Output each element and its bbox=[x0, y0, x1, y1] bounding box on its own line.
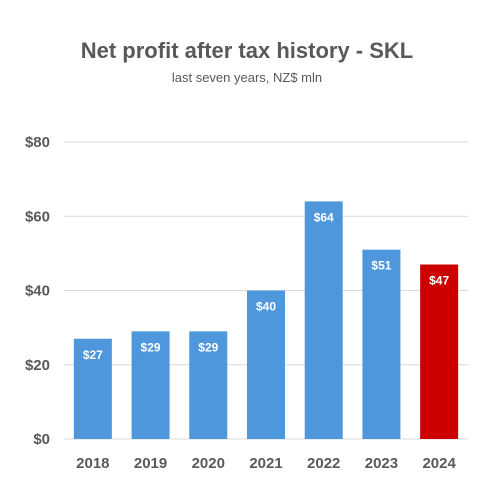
data-label: $40 bbox=[256, 300, 276, 314]
data-label: $51 bbox=[371, 259, 391, 273]
data-labels: $27 $29 $29 $40 $64 $51 $47 bbox=[83, 210, 450, 361]
bar-2023 bbox=[362, 249, 401, 439]
y-axis-ticks: $0 $20 $40 $60 $80 bbox=[25, 134, 50, 448]
data-label: $29 bbox=[198, 340, 218, 354]
x-tick-label: 2019 bbox=[134, 455, 167, 472]
chart-subtitle: last seven years, NZ$ mln bbox=[171, 70, 323, 85]
y-tick-label: $40 bbox=[25, 283, 50, 300]
chart-title: Net profit after tax history - SKL bbox=[80, 38, 414, 63]
bar-2020 bbox=[189, 331, 228, 439]
y-tick-label: $20 bbox=[25, 357, 50, 374]
x-axis-ticks: 2018 2019 2020 2021 2022 2023 2024 bbox=[76, 455, 456, 472]
x-tick-label: 2022 bbox=[307, 455, 340, 472]
y-tick-label: $60 bbox=[25, 208, 50, 225]
bar-2018 bbox=[73, 338, 112, 439]
x-tick-label: 2023 bbox=[365, 455, 398, 472]
data-label: $64 bbox=[314, 210, 334, 224]
x-tick-label: 2021 bbox=[249, 455, 282, 472]
x-tick-label: 2020 bbox=[192, 455, 225, 472]
bars bbox=[73, 201, 459, 439]
data-label: $47 bbox=[429, 274, 449, 288]
y-tick-label: $80 bbox=[25, 134, 50, 151]
x-tick-label: 2018 bbox=[76, 455, 109, 472]
bar-2021 bbox=[247, 290, 285, 439]
x-tick-label: 2024 bbox=[422, 455, 456, 472]
y-tick-label: $0 bbox=[33, 431, 50, 448]
data-label: $29 bbox=[141, 340, 161, 354]
data-label: $27 bbox=[83, 348, 103, 362]
bar-2019 bbox=[131, 331, 170, 439]
bar-2024 bbox=[420, 264, 459, 439]
bar-2022 bbox=[304, 201, 343, 439]
